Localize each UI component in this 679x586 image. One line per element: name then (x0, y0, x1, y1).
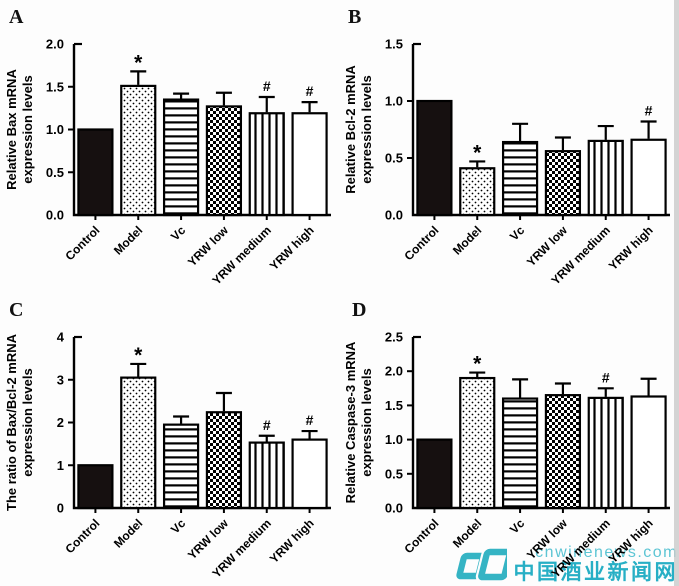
bar-yrw-low (205, 105, 243, 217)
axes (411, 337, 670, 510)
y-tick-label: 1.5 (385, 398, 403, 413)
significance-marker: # (306, 83, 314, 99)
y-tick-label: 3 (57, 372, 64, 387)
y-axis-title-line: Relative Caspase-3 mRNA (343, 341, 358, 503)
bcl2-mrna-bar-chart: 0.0 0.5 1.0 1.5 Relative Bcl-2 mRNA expressio… (343, 37, 670, 288)
winenews-logo-icon (455, 546, 507, 583)
x-tick-label: Control (62, 516, 102, 556)
x-tick-label: YRW high (606, 223, 656, 273)
x-tick-label: Model (111, 516, 145, 550)
bar-yrw-medium (587, 139, 624, 217)
bar-model (120, 376, 157, 510)
x-tick-label: YRW high (267, 516, 317, 566)
bar-vc (162, 98, 200, 217)
bar-yrw-medium (248, 441, 285, 510)
bar-model (459, 167, 496, 217)
bar-yrw-low (205, 411, 243, 510)
significance-marker: # (602, 369, 610, 385)
x-tick-label: Model (450, 223, 484, 257)
significance-marker: # (645, 103, 653, 119)
significance-marker: * (134, 51, 143, 74)
axes (72, 44, 331, 217)
panel-a-letter: A (9, 6, 24, 28)
bax-bcl2-ratio-bar-chart: 0 1 2 3 4 The ratio of Bax/Bcl-2 mRNA expressi… (4, 330, 331, 581)
scan-edge-artifact (674, 0, 679, 586)
axes (72, 337, 331, 510)
x-tick-label: YRW high (267, 223, 317, 273)
caspase3-mrna-bar-chart: 0.0 0.5 1.0 1.5 2.0 2.5 Relative Caspase-3 mRN… (343, 330, 670, 581)
x-tick-label: Vc (507, 516, 528, 537)
bar-vc (501, 397, 539, 510)
y-tick-label: 1 (57, 458, 64, 473)
bar-yrw-low (544, 150, 582, 217)
x-tick-label: Vc (507, 223, 528, 244)
watermark: cnwinenews.com 中国酒业新闻网 (449, 543, 679, 585)
x-tick-label: Model (111, 223, 145, 257)
y-tick-label: 0.0 (385, 208, 403, 223)
significance-marker: # (263, 417, 271, 433)
x-tick-label: Control (401, 223, 441, 263)
panel-b-letter: B (348, 6, 362, 28)
y-tick-label: 1.0 (46, 122, 64, 137)
y-tick-label: 1.0 (385, 432, 403, 447)
bar-control (77, 128, 114, 217)
y-axis-title-line: expression levels (359, 75, 374, 183)
panel-c-letter: C (9, 299, 24, 321)
panel-d-letter: D (352, 299, 367, 321)
y-tick-label: 1.5 (46, 79, 64, 94)
panel-c: C 0 1 2 3 4 The ratio of Bax/Bcl-2 mRNA expres… (0, 293, 339, 586)
y-tick-label: 0 (57, 501, 64, 516)
bar-model (120, 84, 157, 217)
bar-yrw-medium (587, 396, 624, 510)
y-tick-label: 1.0 (385, 94, 403, 109)
watermark-text: cnwinenews.com 中国酒业新闻网 (513, 543, 679, 585)
watermark-site-name: 中国酒业新闻网 (513, 560, 678, 584)
y-tick-label: 0.0 (46, 208, 64, 223)
bax-mrna-bar-chart: 0.0 0.5 1.0 1.5 2.0 Relative Bax mRNA expressi… (4, 37, 331, 288)
y-axis-title-line: expression levels (20, 368, 35, 476)
y-tick-label: 0.5 (385, 466, 403, 481)
y-axis-title-line: The ratio of Bax/Bcl-2 mRNA (4, 333, 19, 511)
y-tick-label: 4 (57, 330, 65, 345)
significance-marker: # (263, 78, 271, 94)
y-tick-label: 0.0 (385, 501, 403, 516)
y-axis-title-line: Relative Bcl-2 mRNA (343, 65, 358, 194)
bar-yrw-high (291, 438, 328, 510)
bar-control (77, 464, 114, 510)
bar-control (416, 99, 453, 217)
bar-yrw-low (544, 394, 582, 510)
y-tick-label: 2 (57, 415, 64, 430)
panel-b: B 0.0 0.5 1.0 1.5 Relative Bcl-2 mRNA express… (339, 0, 679, 293)
bar-vc (501, 140, 539, 217)
bar-yrw-high (630, 138, 667, 217)
bar-vc (162, 423, 200, 510)
bar-yrw-high (291, 112, 328, 217)
panel-a: A 0.0 0.5 1.0 1.5 2.0 Relative Bax mRNA expres… (0, 0, 339, 293)
x-tick-label: Vc (168, 516, 189, 537)
watermark-url: cnwinenews.com (535, 543, 678, 561)
significance-marker: * (134, 344, 143, 367)
y-tick-label: 2.5 (385, 330, 403, 345)
x-tick-label: Control (62, 223, 102, 263)
y-tick-label: 2.0 (385, 364, 403, 379)
y-tick-label: 1.5 (385, 37, 403, 52)
bar-yrw-high (630, 395, 667, 510)
y-axis-title-line: expression levels (20, 75, 35, 183)
x-tick-label: Control (401, 516, 441, 556)
significance-marker: * (473, 353, 482, 376)
y-axis-title-line: expression levels (359, 368, 374, 476)
y-tick-label: 2.0 (46, 37, 64, 52)
bar-yrw-medium (248, 112, 285, 217)
bar-control (416, 438, 453, 510)
panel-d: D 0.0 0.5 1.0 1.5 2.0 2.5 Relative Caspase-3 m… (339, 293, 679, 586)
y-axis-title-line: Relative Bax mRNA (4, 69, 19, 190)
significance-marker: # (306, 412, 314, 428)
x-tick-label: Vc (168, 223, 189, 244)
significance-marker: * (473, 141, 482, 164)
bar-model (459, 376, 496, 510)
y-tick-label: 0.5 (385, 151, 403, 166)
y-tick-label: 0.5 (46, 165, 64, 180)
